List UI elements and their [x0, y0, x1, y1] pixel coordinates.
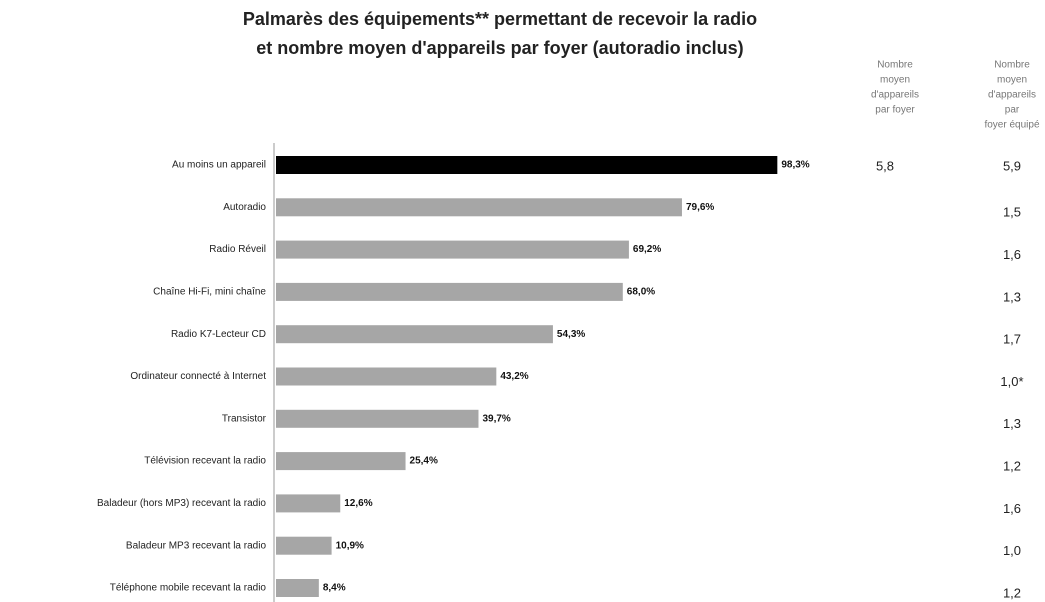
bar — [276, 452, 406, 471]
bar — [276, 579, 319, 597]
column-value: 1,2 — [1003, 459, 1021, 474]
column-value: 1,2 — [1003, 585, 1021, 600]
column-header: moyen — [997, 75, 1027, 86]
value-label: 12,6% — [344, 498, 372, 509]
category-label: Baladeur (hors MP3) recevant la radio — [97, 498, 266, 509]
column-header: d'appareils — [988, 90, 1036, 101]
column-value: 1,7 — [1003, 332, 1021, 347]
category-label: Chaîne Hi-Fi, mini chaîne — [153, 287, 266, 298]
bar — [276, 367, 497, 386]
value-label: 98,3% — [781, 160, 809, 171]
column-value: 1,0* — [1000, 374, 1023, 389]
category-label: Ordinateur connecté à Internet — [130, 371, 266, 382]
column-value: 1,3 — [1003, 289, 1021, 304]
chart-title: et nombre moyen d'appareils par foyer (a… — [256, 38, 743, 58]
bar — [276, 240, 629, 259]
column-header: d'appareils — [871, 90, 919, 101]
column-value: 5,8 — [876, 158, 894, 173]
column-header: par — [1005, 105, 1020, 116]
value-label: 25,4% — [410, 456, 438, 467]
column-value: 1,6 — [1003, 501, 1021, 516]
value-label: 8,4% — [323, 583, 346, 594]
value-label: 68,0% — [627, 287, 655, 298]
column-header: Nombre — [877, 60, 913, 71]
category-label: Téléphone mobile recevant la radio — [110, 583, 267, 594]
value-label: 54,3% — [557, 329, 585, 340]
bar — [276, 536, 332, 555]
column-value: 1,0 — [1003, 543, 1021, 558]
bar — [276, 282, 623, 301]
category-label: Autoradio — [223, 202, 266, 213]
column-value: 1,3 — [1003, 416, 1021, 431]
bar — [276, 156, 778, 174]
category-label: Baladeur MP3 recevant la radio — [126, 540, 267, 551]
column-header: foyer équipé — [984, 120, 1039, 131]
value-label: 39,7% — [482, 413, 510, 424]
bar — [276, 409, 479, 428]
chart-title: Palmarès des équipements** permettant de… — [243, 9, 757, 29]
value-label: 79,6% — [686, 202, 714, 213]
value-label: 69,2% — [633, 244, 661, 255]
category-label: Télévision recevant la radio — [144, 456, 266, 467]
bar — [276, 198, 682, 217]
category-label: Au moins un appareil — [172, 160, 266, 171]
value-label: 10,9% — [336, 540, 364, 551]
category-label: Transistor — [222, 413, 267, 424]
category-label: Radio Réveil — [209, 244, 266, 255]
bar — [276, 494, 341, 513]
column-value: 1,5 — [1003, 205, 1021, 220]
bar — [276, 325, 553, 344]
column-header: par foyer — [875, 105, 915, 116]
column-value: 5,9 — [1003, 158, 1021, 173]
column-header: moyen — [880, 75, 910, 86]
category-label: Radio K7-Lecteur CD — [171, 329, 266, 340]
column-header: Nombre — [994, 60, 1030, 71]
column-value: 1,6 — [1003, 247, 1021, 262]
value-label: 43,2% — [500, 371, 528, 382]
